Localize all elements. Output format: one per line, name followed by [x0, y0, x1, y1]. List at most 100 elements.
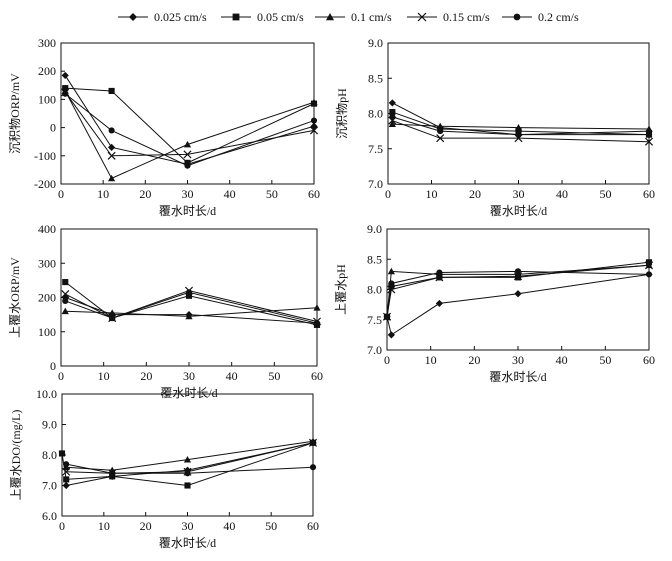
data-point [185, 289, 193, 296]
x-tick-label: 50 [268, 369, 280, 383]
x-tick-label: 20 [469, 187, 481, 201]
y-axis-label: 上覆水DO/(mg/L) [9, 410, 23, 501]
y-axis-label: 沉积物pH [335, 88, 349, 139]
series-line [392, 111, 650, 136]
y-tick-label: 0 [50, 359, 56, 373]
x-tick-label: 60 [307, 519, 319, 533]
y-tick-label: 9.0 [368, 36, 383, 50]
data-point [108, 127, 115, 134]
x-tick-label: 40 [556, 187, 568, 201]
x-tick-label: 10 [98, 519, 110, 533]
x-tick-label: 30 [512, 353, 524, 367]
data-point [184, 482, 191, 489]
data-point [108, 174, 116, 182]
legend-label: 0.1 cm/s [351, 10, 392, 24]
x-tick-label: 60 [311, 369, 323, 383]
x-tick-label: 30 [513, 187, 525, 201]
data-point [383, 313, 391, 320]
data-point [515, 131, 522, 138]
series-triangle [61, 87, 318, 182]
y-tick-label: 8.0 [368, 107, 383, 121]
legend-marker-x [417, 12, 427, 22]
data-point [109, 314, 116, 322]
x-tick-label: 0 [59, 519, 65, 533]
y-axis-label: 沉积物ORP/mV [8, 73, 22, 154]
data-point [644, 137, 654, 146]
chart-panel-3: 0 100 200 300 400 0 10 20 30 40 50 60 覆水时长/d 上覆水ORP/m… [8, 222, 323, 400]
y-tick-label: 8.0 [367, 283, 382, 297]
series-line [64, 75, 315, 165]
x-tick-label: 10 [425, 353, 437, 367]
data-point [183, 150, 192, 159]
legend-item: 0.2 cm/s [502, 10, 579, 24]
data-point [62, 467, 71, 476]
series-square [58, 439, 317, 489]
x-tick-label: 40 [223, 519, 235, 533]
x-axis-label: 覆水时长/d [160, 386, 217, 400]
data-point [388, 280, 395, 287]
x-tick-label: 10 [426, 187, 438, 201]
data-point [313, 320, 321, 327]
data-point [108, 143, 116, 151]
x-axis-label: 覆水时长/d [490, 204, 547, 218]
legend-item: 0.1 cm/s [315, 10, 392, 24]
series-line [64, 93, 315, 167]
data-point [62, 279, 69, 286]
x-tick-label: 10 [98, 369, 110, 383]
data-point [644, 261, 654, 270]
x-tick-label: 60 [643, 187, 655, 201]
x-tick-label: 40 [224, 187, 236, 201]
data-point [58, 450, 66, 457]
data-point [387, 285, 396, 294]
legend-marker-diamond [129, 13, 137, 21]
x-tick-label: 50 [600, 187, 612, 201]
y-tick-label: 8.0 [42, 448, 57, 462]
series-circle [389, 113, 653, 138]
data-point [310, 117, 318, 124]
series-line [66, 463, 314, 474]
data-point [436, 269, 443, 276]
series-line [65, 291, 318, 324]
legend-marker-triangle [326, 13, 334, 21]
data-point [387, 267, 395, 275]
data-point [108, 309, 116, 316]
data-point [62, 481, 70, 490]
legend-label: 0.025 cm/s [154, 10, 207, 24]
series-circle [62, 90, 318, 169]
x-tick-label: 50 [599, 353, 611, 367]
data-point [388, 120, 396, 127]
data-point [61, 71, 69, 80]
x-tick-label: 40 [226, 369, 238, 383]
legend-label: 0.2 cm/s [538, 10, 579, 24]
y-tick-label: 10.0 [36, 387, 57, 401]
data-point [435, 273, 444, 282]
x-tick-label: 10 [97, 187, 109, 201]
data-point [61, 290, 70, 299]
data-point [513, 272, 523, 281]
data-point [183, 455, 192, 463]
x-axis-label: 覆水时长/d [159, 204, 216, 218]
x-tick-label: 30 [182, 187, 194, 201]
y-tick-label: 200 [38, 291, 56, 305]
y-tick-label: 7.5 [367, 313, 382, 327]
y-tick-label: 7.0 [368, 177, 383, 191]
data-point [108, 87, 115, 94]
data-point [63, 476, 70, 483]
data-point [61, 307, 69, 315]
x-axis-label: 覆水时长/d [159, 536, 216, 550]
x-tick-label: 0 [58, 187, 64, 201]
series-circle [383, 268, 653, 320]
chart-panel-1: -200 -100 0 100 200 300 0 10 20 30 40 50 60 覆水时长/d 沉积物… [8, 36, 320, 218]
x-tick-label: 0 [384, 353, 390, 367]
data-point [109, 470, 116, 477]
y-tick-label: 0 [50, 121, 56, 135]
y-tick-label: 6.0 [42, 509, 57, 523]
y-tick-label: 8.5 [368, 71, 383, 85]
series-triangle [62, 437, 317, 474]
x-tick-label: 0 [58, 369, 64, 383]
data-point [437, 128, 444, 135]
series-line [64, 92, 315, 157]
legend-marker-square [232, 13, 240, 21]
y-tick-label: -200 [34, 177, 56, 191]
